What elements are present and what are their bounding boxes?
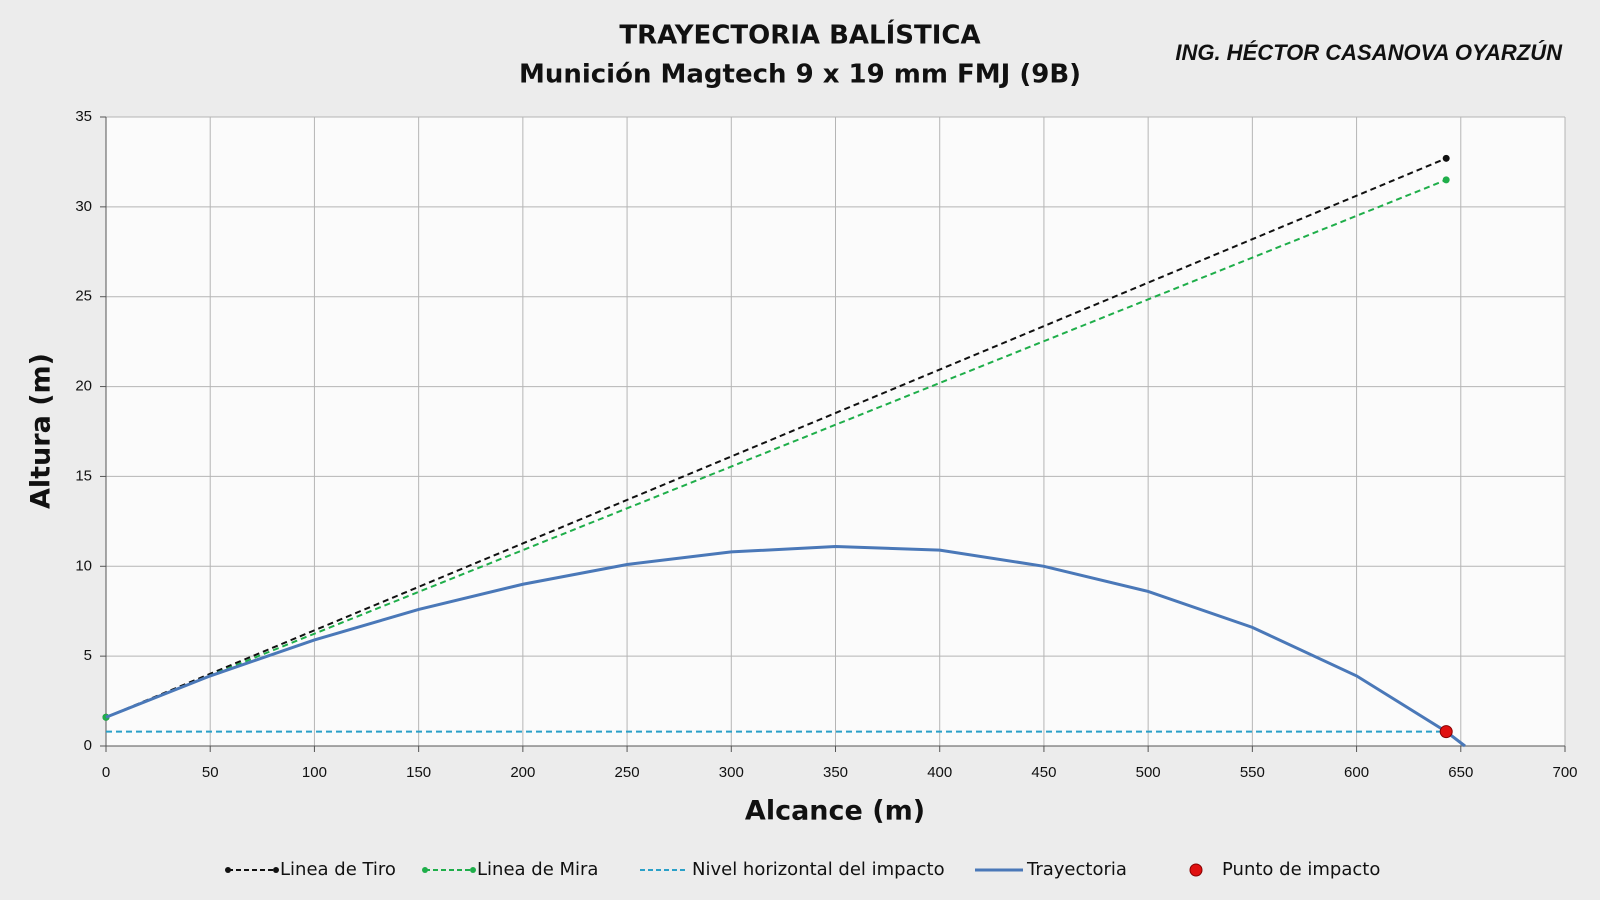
y-tick-label: 30 [75, 198, 92, 215]
legend-swatch [273, 867, 279, 873]
x-tick-label: 650 [1448, 764, 1473, 781]
legend-label: Punto de impacto [1222, 859, 1380, 880]
x-axis-label: Alcance (m) [745, 796, 925, 827]
x-tick-label: 350 [823, 764, 848, 781]
x-tick-label: 700 [1552, 764, 1577, 781]
legend-swatch [470, 867, 476, 873]
legend-swatch [225, 867, 231, 873]
point [1442, 154, 1450, 162]
series-line [105, 157, 1447, 719]
y-tick-label: 15 [75, 467, 92, 484]
author: ING. HÉCTOR CASANOVA OYARZÚN [1175, 40, 1563, 65]
y-tick-label: 35 [75, 108, 92, 125]
x-tick-label: 600 [1344, 764, 1369, 781]
x-tick-label: 400 [927, 764, 952, 781]
series-line [105, 545, 1466, 748]
point [1442, 176, 1450, 184]
impact-point [1439, 725, 1453, 739]
legend-label: Nivel horizontal del impacto [692, 859, 945, 880]
legend-swatch [422, 867, 428, 873]
x-tick-label: 550 [1240, 764, 1265, 781]
x-tick-label: 450 [1031, 764, 1056, 781]
chart-subtitle: Munición Magtech 9 x 19 mm FMJ (9B) [519, 60, 1081, 90]
x-tick-label: 250 [615, 764, 640, 781]
x-tick-label: 200 [510, 764, 535, 781]
legend-swatch [1189, 863, 1203, 877]
y-tick-label: 25 [75, 288, 92, 305]
x-tick-label: 100 [302, 764, 327, 781]
chart-title: TRAYECTORIA BALÍSTICA [619, 19, 980, 51]
y-tick-label: 0 [84, 737, 92, 754]
y-tick-label: 5 [84, 647, 92, 664]
x-tick-label: 300 [719, 764, 744, 781]
x-tick-label: 0 [102, 764, 110, 781]
legend-label: Linea de Mira [477, 859, 598, 880]
x-tick-label: 50 [202, 764, 219, 781]
x-tick-label: 150 [406, 764, 431, 781]
legend-label: Linea de Tiro [280, 859, 396, 880]
y-tick-label: 10 [75, 557, 92, 574]
series-line [105, 178, 1447, 719]
y-tick-label: 20 [75, 378, 92, 395]
legend-label: Trayectoria [1026, 859, 1127, 880]
y-axis-label: Altura (m) [26, 353, 57, 509]
x-tick-label: 500 [1136, 764, 1161, 781]
